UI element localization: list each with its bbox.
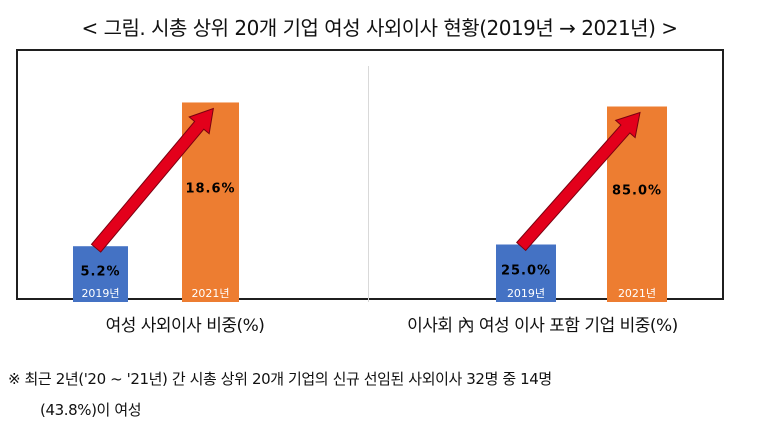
chart-1-increase-arrow — [90, 107, 214, 253]
chart-divider — [368, 66, 369, 302]
chart-2-value-label-2: 85.0% — [612, 184, 662, 199]
footnote-line-2: (43.8%)이 여성 — [40, 401, 142, 419]
chart-1-title: 여성 사외이사 비중(%) — [105, 316, 265, 336]
chart-1-category-label-2: 2021년 — [191, 287, 229, 300]
chart-2-value-label-1: 25.0% — [501, 264, 551, 279]
chart-1-value-label-2: 18.6% — [185, 181, 235, 196]
chart-2-increase-arrow — [516, 111, 641, 252]
chart-frame — [16, 49, 724, 300]
chart-2-category-label-1: 2019년 — [507, 287, 545, 300]
footnote: ※ 최근 2년('20 ~ '21년) 간 시총 상위 20개 기업의 신규 선… — [8, 364, 753, 426]
chart-1-category-label-1: 2019년 — [81, 287, 119, 300]
chart-1-value-label-1: 5.2% — [80, 265, 120, 280]
figure-title: < 그림. 시총 상위 20개 기업 여성 사외이사 현황(2019년 → 20… — [81, 16, 678, 40]
chart-2-title: 이사회 內 여성 이사 포함 기업 비중(%) — [407, 316, 678, 336]
footnote-line-1: ※ 최근 2년('20 ~ '21년) 간 시총 상위 20개 기업의 신규 선… — [8, 370, 552, 388]
chart-2-bar-1 — [496, 244, 556, 302]
chart-1-bar-1 — [73, 246, 128, 302]
chart-2-category-label-2: 2021년 — [618, 287, 656, 300]
